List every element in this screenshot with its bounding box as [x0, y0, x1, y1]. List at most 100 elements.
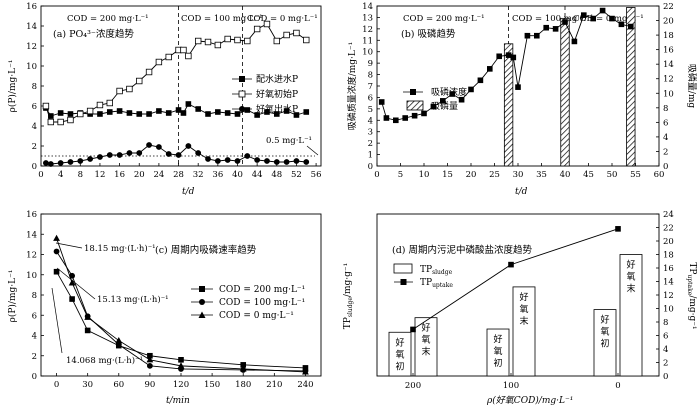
chart-a-series-0-point-14	[175, 107, 182, 113]
chart-b-series-0-point-15	[510, 54, 517, 61]
chart-a-ylabel: ρ(P)/mg·L⁻¹	[7, 60, 18, 113]
chart-a-ytick-3: 6	[32, 102, 37, 112]
chart-b-phase-3: COD = 0 mg·L⁻¹	[573, 14, 644, 24]
chart-a-series-0-point-13	[165, 110, 172, 116]
chart-a-series-1-point-4	[77, 110, 84, 118]
chart-c-ytick-8: 16	[26, 210, 37, 220]
chart-c-ytick-0: 0	[32, 372, 37, 382]
chart-a-series-0-point-3	[67, 111, 74, 117]
chart-d-y2tick-0: 0	[663, 372, 668, 382]
chart-c-ytick-2: 4	[32, 332, 37, 342]
chart-d-y2label: TPuptake/mg·g⁻¹	[686, 262, 697, 329]
chart-b-series-0-point-4	[411, 112, 418, 119]
chart-b: (b) 吸磷趋势 t/d 吸磷质量浓度/mg·L⁻¹ 吸磷量/mg 0 5 10 15…	[346, 2, 698, 197]
chart-c-series-0-point-6	[240, 362, 247, 368]
chart-b-ytick-4: 4	[368, 116, 373, 126]
chart-d-legend-1: TPsludge	[420, 265, 453, 276]
chart-d-legend: TPsludge TPuptake	[393, 263, 453, 289]
chart-c-series-0-point-2	[84, 327, 91, 334]
chart-b-series-0-point-28	[628, 23, 634, 30]
chart-a-series-1-point-27	[293, 29, 300, 37]
chart-a-series-2-point-12	[155, 144, 162, 150]
chart-d-bar-label-0: 好氧初	[395, 336, 404, 372]
chart-c-xtick-8: 240	[297, 380, 313, 390]
chart-a-reference-arrow	[306, 145, 319, 156]
chart-a-series-1-point-15	[180, 46, 187, 54]
chart-a-xtick-6: 24	[153, 170, 164, 180]
chart-c-series-2-point-6	[239, 365, 247, 372]
chart-b-ytick-5: 5	[368, 105, 373, 115]
chart-c-xtick-4: 120	[173, 380, 189, 390]
chart-c-xtick-1: 30	[82, 380, 93, 390]
chart-b-y2tick-6: 12	[663, 75, 674, 85]
chart-b-y2tick-1: 2	[663, 147, 668, 157]
chart-d-y2tick-11: 22	[663, 224, 674, 234]
chart-c-ytick-3: 6	[32, 311, 37, 321]
chart-a-series-0-point-7	[106, 109, 113, 115]
chart-d: (d) 周期内污泥中磷酸盐浓度趋势 ρ(好氧COD)/mg·L⁻¹ TPslud…	[343, 210, 697, 406]
chart-c-series-0-point-1	[69, 296, 75, 302]
chart-d-bar-label-2: 好氧初	[493, 333, 502, 369]
chart-a-xtick-3: 12	[95, 170, 106, 180]
chart-a-ytick-2: 4	[32, 122, 37, 132]
chart-b-y2tick-4: 8	[663, 104, 668, 114]
chart-a-series-1-point-1	[47, 118, 55, 126]
chart-b-series-0-point-8	[449, 91, 455, 97]
chart-a-legend-2: 好氧初始P	[256, 88, 298, 100]
chart-c-rate-3: 14.068 mg·(L·h)⁻¹	[66, 355, 143, 366]
chart-b-series-0-point-5	[421, 110, 427, 117]
chart-d-uptake-point-2	[615, 226, 621, 232]
chart-a-xtick-12: 48	[271, 170, 282, 180]
chart-a-title: (a) PO₄³⁻浓度趋势	[53, 28, 134, 40]
chart-a-series-2-point-7	[106, 152, 113, 158]
chart-c-ytick-4: 8	[32, 291, 37, 301]
chart-d-bar-0	[388, 331, 412, 377]
chart-c-ytick-1: 2	[32, 352, 37, 362]
chart-a-series-2-point-10	[136, 150, 143, 156]
chart-a-series-0-point-28	[303, 109, 310, 115]
chart-b-bar-1	[560, 17, 570, 167]
chart-a-phase-1: COD = 200 mg·L⁻¹	[67, 14, 148, 24]
chart-a-series-1-point-7	[106, 99, 113, 107]
chart-c-rate-1: 18.15 mg·(L·h)⁻¹	[84, 243, 156, 254]
chart-d-xtick-0: 200	[405, 381, 421, 391]
chart-d-y2tick-7: 14	[663, 278, 674, 288]
chart-d-bar-2	[486, 328, 510, 377]
chart-b-ytick-14: 14	[362, 2, 373, 12]
chart-c-series-0-point-5	[178, 357, 184, 363]
chart-c-legend: COD = 200 mg·L⁻¹ COD = 100 mg·L⁻¹ COD = …	[191, 285, 305, 321]
chart-d-y2tick-12: 24	[663, 210, 674, 220]
chart-b-series-0-point-19	[543, 24, 549, 31]
chart-c-series-2-point-3	[115, 336, 123, 344]
chart-a-series-0-point-12	[156, 108, 162, 114]
chart-d-bar-1	[414, 317, 438, 377]
chart-c-title: (c) 周期内吸磷速率趋势	[155, 244, 257, 256]
chart-a-series-2-point-21	[244, 153, 251, 159]
chart-a-series-2-point-6	[97, 154, 103, 160]
chart-b-phase-2: COD = 100 mg·L⁻¹	[512, 14, 593, 24]
chart-c-series-1-point-4	[146, 362, 153, 369]
chart-d-y2tick-8: 16	[663, 264, 674, 274]
chart-c-rate-3-arrow	[51, 287, 63, 354]
chart-a-series-1-point-5	[86, 107, 94, 115]
chart-b-series-0-point-16	[515, 84, 521, 90]
chart-b-legend: 吸磷浓度 吸磷量	[403, 86, 467, 112]
chart-a-series-0-point-24	[264, 109, 270, 115]
chart-a-series-2-point-19	[224, 157, 231, 163]
chart-d-ylabel: TPsludge/mg·g⁻¹	[343, 263, 354, 329]
chart-b-series-0-point-22	[571, 38, 578, 45]
chart-c-series-1-point-0	[53, 248, 60, 255]
chart-d-bar-label-1: 好氧末	[421, 322, 430, 358]
chart-a-series-2-point-17	[205, 156, 211, 162]
chart-a-series-2-point-11	[146, 142, 152, 148]
chart-b-y2tick-11: 22	[663, 2, 674, 12]
chart-a-series-1-point-3	[67, 116, 74, 124]
chart-b-xtick-12: 60	[654, 170, 665, 180]
chart-c-series-1-point-1	[69, 272, 76, 279]
chart-b-xtick-8: 40	[560, 170, 571, 180]
chart-a-series-2-point-18	[214, 158, 221, 164]
chart-b-ytick-2: 2	[368, 139, 373, 149]
chart-b-legend-2: 吸磷量	[431, 100, 458, 112]
chart-a-series-1-point-19	[214, 41, 222, 49]
